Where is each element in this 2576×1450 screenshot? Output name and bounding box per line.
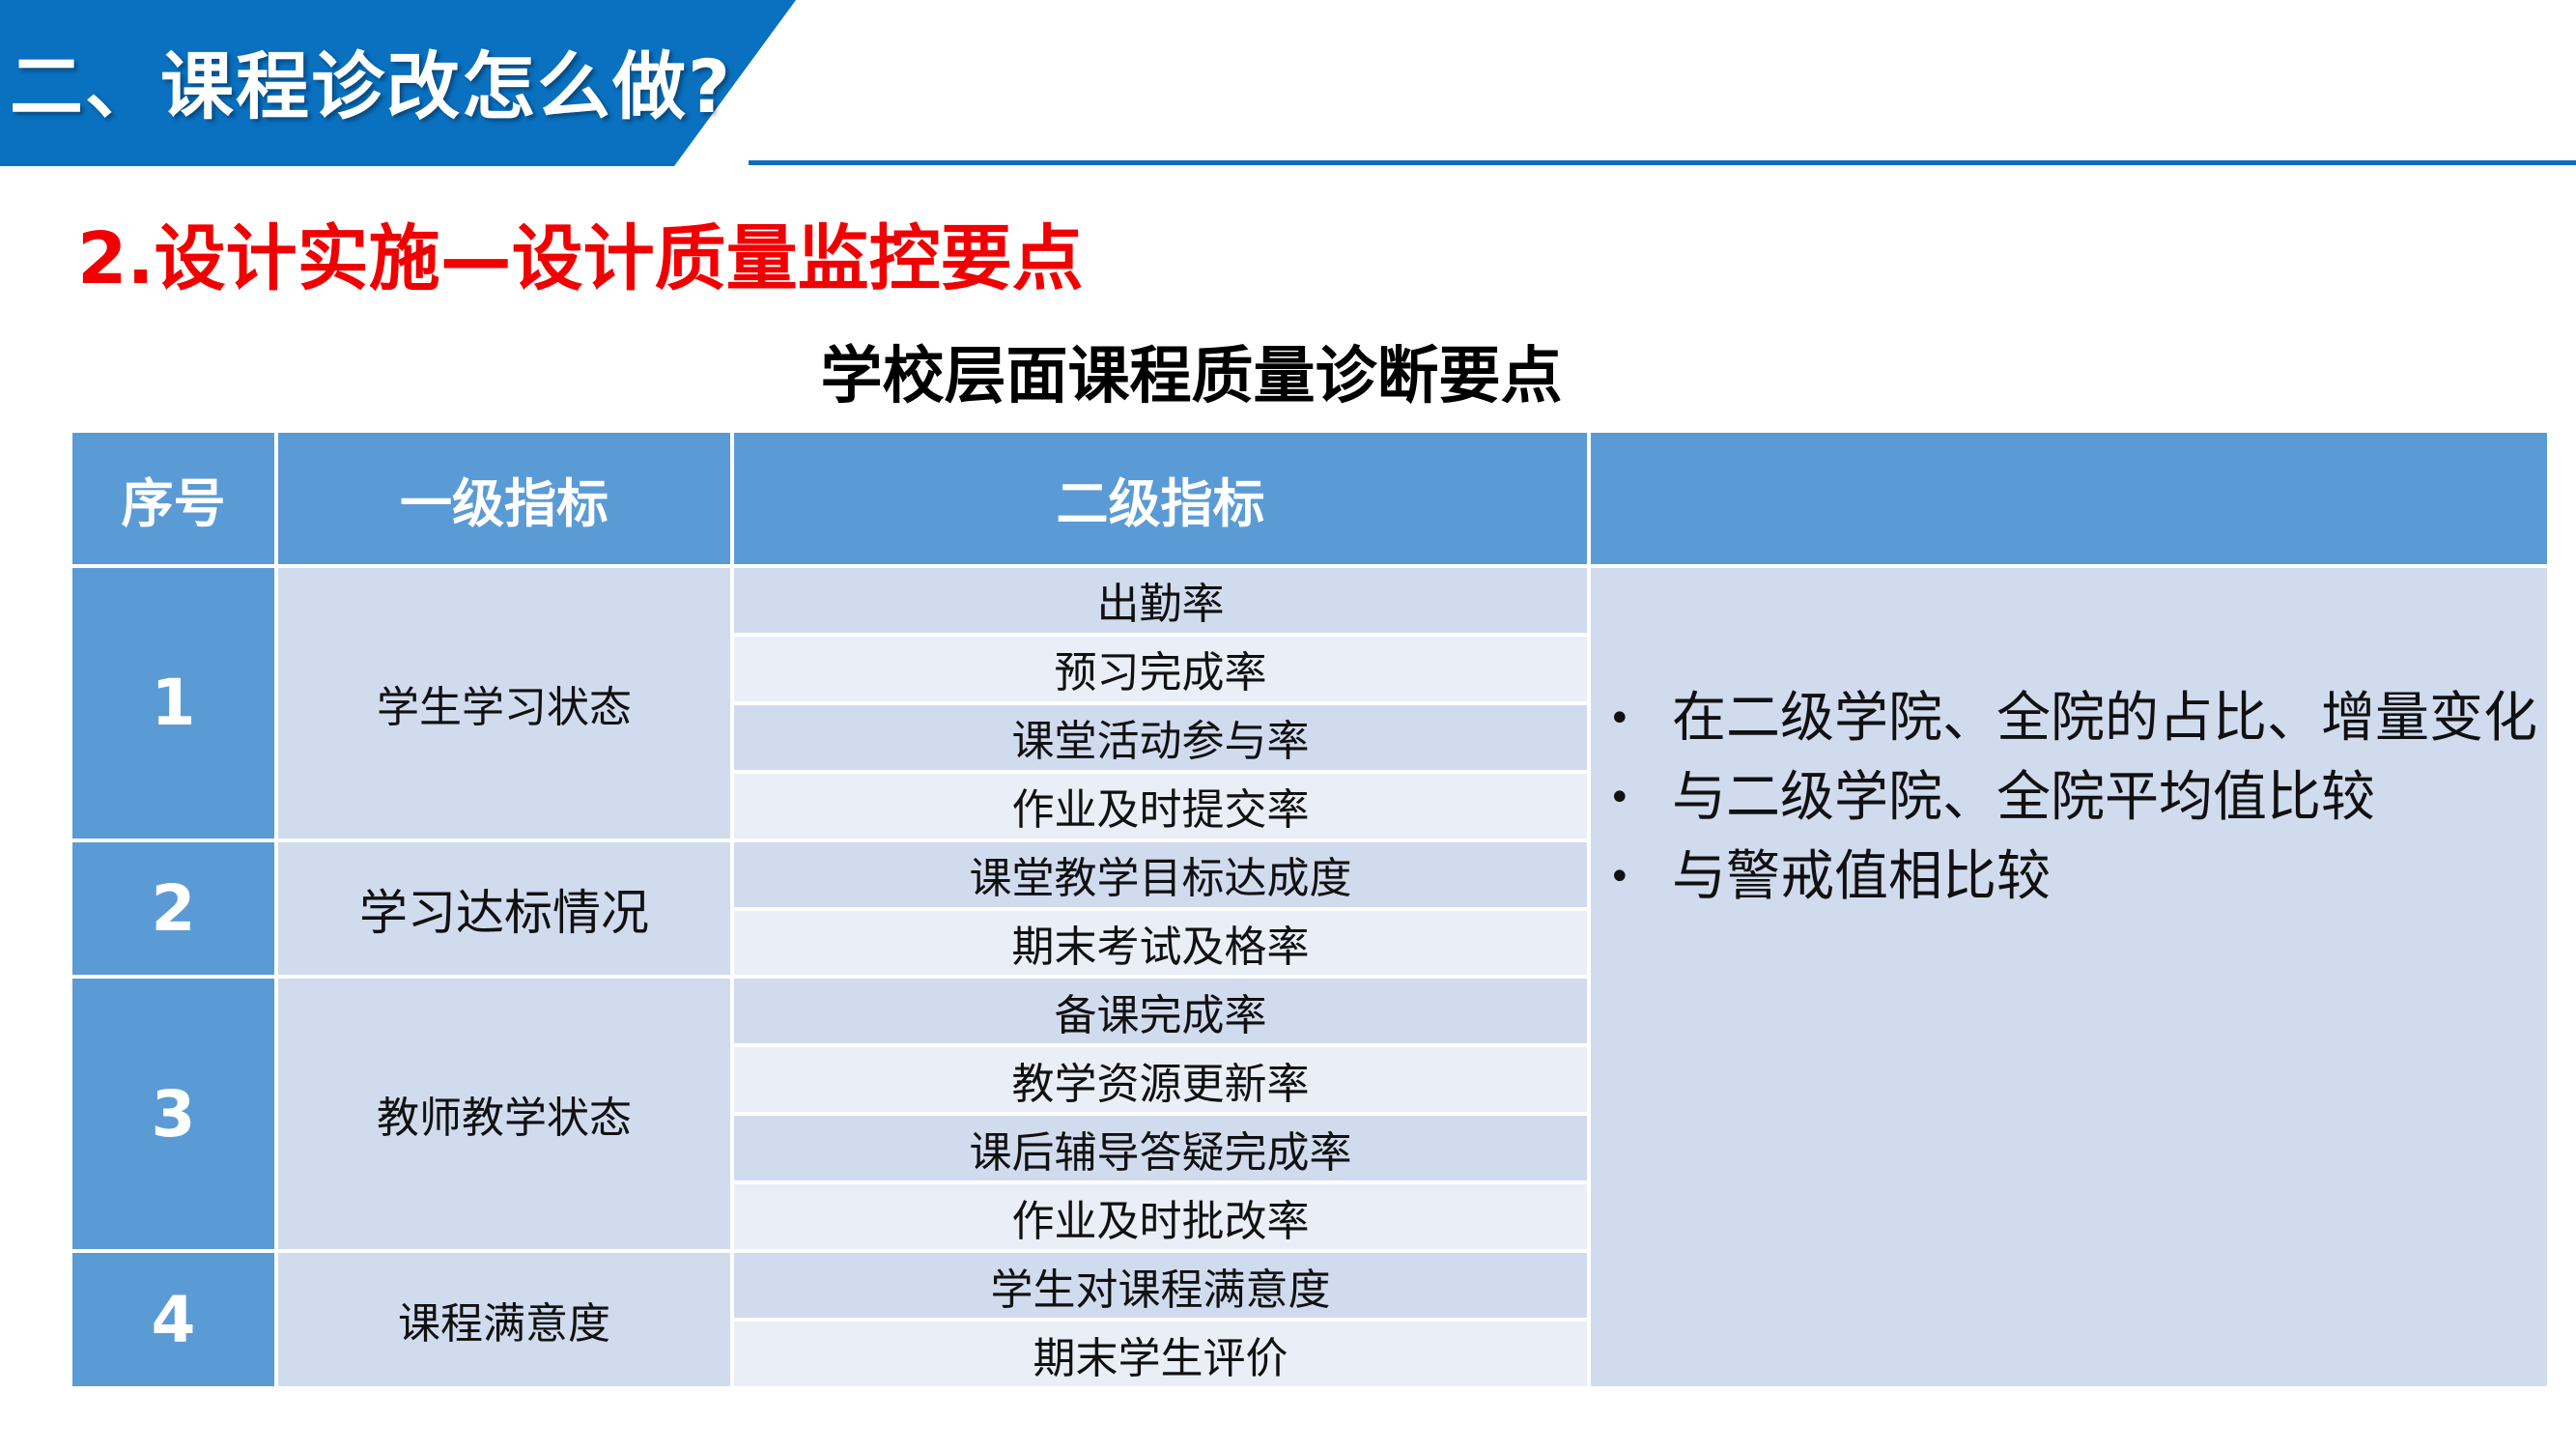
level1-cell: 教师教学状态 <box>278 979 730 1250</box>
note-item: • 与二级学院、全院平均值比较 <box>1602 758 2537 838</box>
level2-cell: 出勤率 <box>734 568 1587 633</box>
header-cell-level1: 一级指标 <box>278 433 730 564</box>
row-number: 1 <box>72 568 274 839</box>
note-text: 与警戒值相比较 <box>1672 845 2051 908</box>
level2-cell: 预习完成率 <box>734 636 1587 701</box>
level2-cell: 作业及时提交率 <box>734 773 1587 839</box>
level2-cell: 备课完成率 <box>734 979 1587 1044</box>
level2-cell: 作业及时批改率 <box>734 1184 1587 1250</box>
row-number: 3 <box>72 979 274 1250</box>
indicator-table: 序号 一级指标 二级指标 1 学生学习状态 出勤率 预习完成率 课堂活动参与率 … <box>72 433 2547 1386</box>
level2-cell: 课堂活动参与率 <box>734 704 1587 770</box>
title-divider <box>749 160 2576 165</box>
level1-cell: 学习达标情况 <box>278 841 730 976</box>
note-item: • 在二级学院、全院的占比、增量变化 <box>1602 679 2537 758</box>
notes-list: • 在二级学院、全院的占比、增量变化 • 与二级学院、全院平均值比较 • 与警戒值相比… <box>1602 679 2537 917</box>
note-item: • 与警戒值相比较 <box>1602 838 2537 917</box>
bullet-icon: • <box>1608 855 1631 899</box>
row-number: 2 <box>72 841 274 976</box>
level2-cell: 教学资源更新率 <box>734 1047 1587 1113</box>
header-cell-notes <box>1591 433 2547 564</box>
level2-cell: 课后辅导答疑完成率 <box>734 1116 1587 1181</box>
level1-cell: 学生学习状态 <box>278 568 730 839</box>
header-cell-level2: 二级指标 <box>734 433 1587 564</box>
title-banner <box>0 0 796 166</box>
level2-cell: 学生对课程满意度 <box>734 1253 1587 1319</box>
note-text: 与二级学院、全院平均值比较 <box>1672 766 2375 829</box>
row-number: 4 <box>72 1253 274 1386</box>
notes-cell: • 在二级学院、全院的占比、增量变化 • 与二级学院、全院平均值比较 • 与警戒值相比… <box>1591 568 2547 1386</box>
bullet-icon: • <box>1608 776 1631 820</box>
note-text: 在二级学院、全院的占比、增量变化 <box>1672 687 2537 750</box>
level2-cell: 期末学生评价 <box>734 1322 1587 1386</box>
level1-cell: 课程满意度 <box>278 1253 730 1386</box>
header-cell-no: 序号 <box>72 433 274 564</box>
level2-cell: 课堂教学目标达成度 <box>734 841 1587 907</box>
table-title: 学校层面课程质量诊断要点 <box>820 341 1563 412</box>
section-subtitle: 2.设计实施—设计质量监控要点 <box>77 217 1084 300</box>
level2-cell: 期末考试及格率 <box>734 910 1587 976</box>
page-title: 二、课程诊改怎么做? <box>10 43 733 129</box>
bullet-icon: • <box>1608 697 1631 741</box>
